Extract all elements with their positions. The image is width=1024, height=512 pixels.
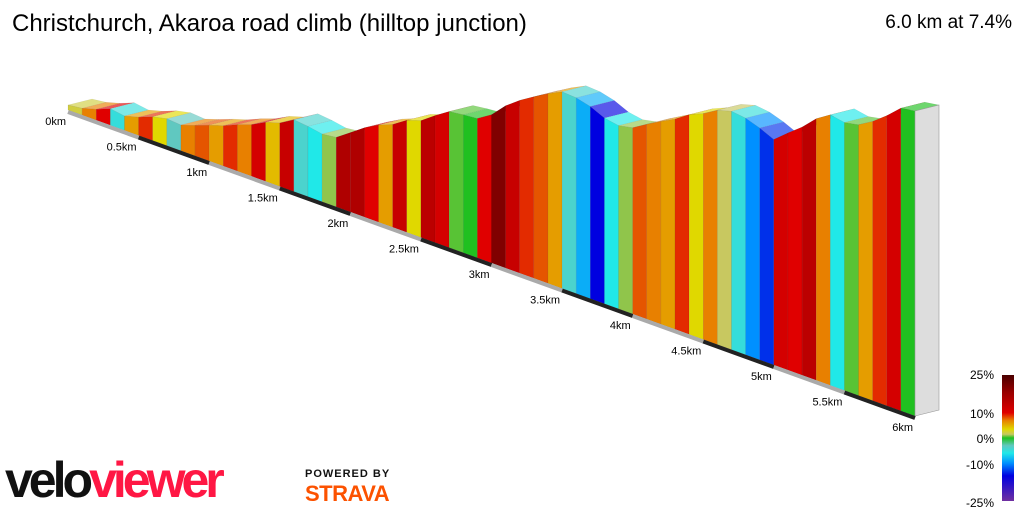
profile-segment [307,125,323,203]
profile-segment [844,122,859,396]
distance-tick-label: 0.5km [107,142,137,154]
profile-end-cap [914,104,940,417]
veloviewer-logo[interactable]: veloviewer [5,452,225,508]
distance-axis-segment [137,135,210,165]
profile-segment [420,115,436,243]
profile-segment [194,124,210,162]
profile-segment [815,114,831,386]
distance-axis-segment [843,390,916,420]
distance-tick-label: 1km [186,167,207,179]
profile-segment [279,119,295,192]
profile-segment [208,124,224,167]
profile-segment [505,100,520,274]
profile-segment [872,115,888,407]
profile-segment [406,120,422,238]
distance-axis-segment [208,161,281,191]
profile-segment [350,127,365,218]
profile-segment [886,107,902,412]
distance-tick-label: 3km [469,269,490,281]
profile-segment [590,105,605,305]
profile-segment [237,124,252,177]
profile-segment [180,124,196,157]
profile-segment [787,126,803,376]
profile-segment [463,114,478,259]
profile-segment [251,121,266,182]
gradient-legend-bar [1002,375,1014,501]
profile-segment [900,107,916,417]
distance-tick-label: 4km [610,320,631,332]
profile-segment [434,111,450,249]
distance-tick-label: 3.5km [530,295,560,307]
profile-segment [674,114,690,335]
profile-segment [688,113,704,340]
profile-segment [335,132,351,213]
page-title: Christchurch, Akaroa road climb (hilltop… [12,10,527,37]
distance-axis-segment [279,186,352,216]
profile-segment [660,118,676,330]
profile-segment [265,121,280,187]
profile-segment [477,114,492,264]
profile-segment [547,91,563,289]
profile-segment [618,125,633,315]
profile-segment [364,124,379,223]
profile-segment [745,117,760,361]
profile-segment [632,123,648,320]
profile-segment [575,97,591,300]
distance-tick-label: 5km [751,371,772,383]
distance-axis-segment [561,288,634,318]
profile-segment [830,114,845,391]
profile-segment [321,133,337,208]
profile-segment [223,124,238,172]
profile-segment [801,118,817,381]
legend-label: 10% [969,407,994,421]
distance-tick-label: 4.5km [671,346,701,358]
distance-tick-label: 0km [45,116,66,128]
profile-segment [561,91,577,294]
distance-tick-label: 5.5km [812,397,842,409]
profile-segment [491,105,506,269]
legend-label: -10% [965,458,994,472]
profile-segment [858,121,873,402]
legend-label: 25% [969,368,994,382]
profile-segment [731,110,746,356]
distance-axis-segment [702,339,775,369]
powered-by-label: POWERED BY [305,468,391,480]
profile-segment [448,111,464,254]
legend-label: -25% [965,496,994,510]
strava-logo[interactable]: STRAVA [305,481,390,506]
distance-tick-label: 2km [328,218,349,230]
climb-summary: 6.0 km at 7.4% [885,12,1012,33]
distance-axis-segment [773,365,846,395]
profile-segment [392,119,408,233]
legend-label: 0% [976,432,994,446]
profile-segment [773,132,789,371]
profile-segment [759,127,775,366]
distance-tick-label: 2.5km [389,244,419,256]
profile-segment [533,93,549,284]
distance-axis-segment [67,110,140,140]
profile-segment [604,117,619,310]
distance-axis-segment [490,263,563,293]
distance-axis-segment [349,212,422,242]
distance-tick-label: 1.5km [248,193,278,205]
profile-segment [703,109,718,345]
distance-tick-label: 6km [892,422,913,434]
profile-segment [717,110,732,351]
profile-segment [519,96,535,279]
profile-segment [646,121,662,325]
profile-segment [378,124,393,228]
profile-segment [293,119,309,198]
distance-axis-segment [631,314,704,344]
distance-axis-segment [420,237,493,267]
